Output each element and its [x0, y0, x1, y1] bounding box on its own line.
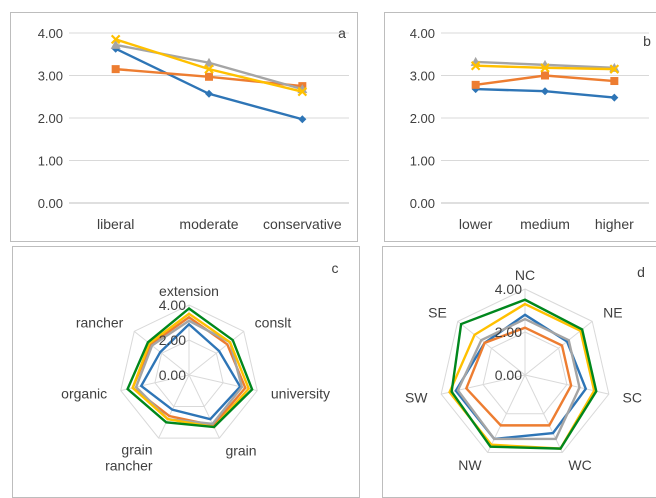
radial-tick-label: 2.00	[159, 332, 186, 348]
y-tick-label: 0.00	[38, 196, 63, 211]
series-3-point	[110, 39, 121, 49]
series-2-polygon	[464, 326, 573, 427]
radial-tick-label: 2.00	[495, 324, 522, 340]
y-tick-label: 1.00	[410, 154, 435, 169]
series-2-point	[111, 65, 120, 74]
series-4-point	[204, 64, 214, 74]
y-tick-label: 2.00	[38, 111, 63, 126]
category-label: SC	[622, 389, 641, 405]
panel-letter: d	[637, 264, 645, 280]
category-label: WC	[568, 457, 591, 473]
series-2-point	[471, 80, 480, 89]
radar-grid-ring	[440, 288, 610, 453]
x-tick-label: lower	[459, 216, 493, 232]
category-label: rancher	[76, 315, 124, 331]
category-label: grain rancher	[105, 442, 153, 474]
series-5-polygon	[450, 298, 598, 450]
chart-panel-b: 0.00 1.00 2.00 3.00 4.00 lower medium higher b	[384, 12, 656, 242]
x-tick-label: conservative	[263, 216, 342, 232]
line-chart-a: 0.00 1.00 2.00 3.00 4.00 liberal moderate conse…	[38, 25, 349, 232]
series-4-point	[540, 63, 550, 73]
panel-letter: c	[332, 260, 339, 276]
series-4-point	[110, 34, 121, 45]
panel-letter: b	[643, 33, 651, 49]
radial-tick-label: 4.00	[495, 281, 522, 297]
series-5-polygon	[126, 306, 254, 429]
series-3-point	[204, 57, 214, 67]
panel-letter: a	[338, 25, 346, 41]
x-tick-label: higher	[595, 216, 634, 232]
series-1-point	[205, 89, 213, 98]
category-label: SE	[428, 305, 447, 321]
radar-spoke	[457, 320, 526, 376]
series-2-point	[205, 72, 213, 81]
chart-panel-c: 0.00 2.00 4.00 extension conslt university gra…	[12, 246, 360, 498]
series-4-point	[297, 86, 308, 97]
series-3-polygon	[456, 317, 581, 441]
radar-grid-ring	[120, 304, 258, 439]
radar-grid-ring	[154, 339, 224, 408]
line-chart-b: 0.00 1.00 2.00 3.00 4.00 lower medium higher b	[410, 26, 651, 232]
y-tick-label: 0.00	[410, 196, 435, 211]
category-label: organic	[61, 386, 107, 402]
series-4-point	[609, 64, 620, 74]
y-tick-label: 4.00	[38, 26, 63, 41]
category-label: grain	[225, 443, 256, 459]
category-label: NC	[515, 267, 535, 283]
category-label: SW	[405, 389, 428, 405]
radial-tick-label: 4.00	[159, 297, 186, 313]
series-4-polygon	[131, 312, 251, 429]
series-2-point	[610, 77, 619, 86]
radar-spoke	[188, 330, 245, 376]
radar-spoke	[133, 330, 190, 376]
series-2-point	[541, 71, 549, 80]
y-tick-label: 4.00	[410, 26, 435, 41]
y-tick-label: 3.00	[410, 69, 435, 84]
chart-panel-d: 0.00 2.00 4.00 NC NE SC WC NW SW SE d	[382, 246, 656, 498]
radial-tick-label: 0.00	[159, 367, 186, 383]
x-tick-label: moderate	[179, 216, 238, 232]
series-1-point	[541, 87, 549, 96]
category-label: NW	[458, 457, 482, 473]
category-label: NE	[603, 305, 622, 321]
series-1-polygon	[139, 322, 242, 421]
radar-grid-ring	[482, 331, 568, 415]
series-1-point	[610, 93, 619, 102]
radar-spoke	[158, 374, 190, 439]
x-tick-label: medium	[520, 216, 570, 232]
chart-panel-a: 0.00 1.00 2.00 3.00 4.00 liberal moderate conse…	[10, 12, 358, 242]
radial-tick-label: 0.00	[495, 367, 522, 383]
category-label: conslt	[255, 315, 292, 331]
category-label: extension	[159, 283, 219, 299]
series-1-point	[298, 115, 307, 124]
category-label: university	[271, 386, 330, 402]
y-tick-label: 3.00	[38, 69, 63, 84]
y-tick-label: 2.00	[410, 111, 435, 126]
x-tick-label: liberal	[97, 216, 134, 232]
series-4-point	[470, 60, 481, 71]
y-tick-label: 1.00	[38, 154, 63, 169]
